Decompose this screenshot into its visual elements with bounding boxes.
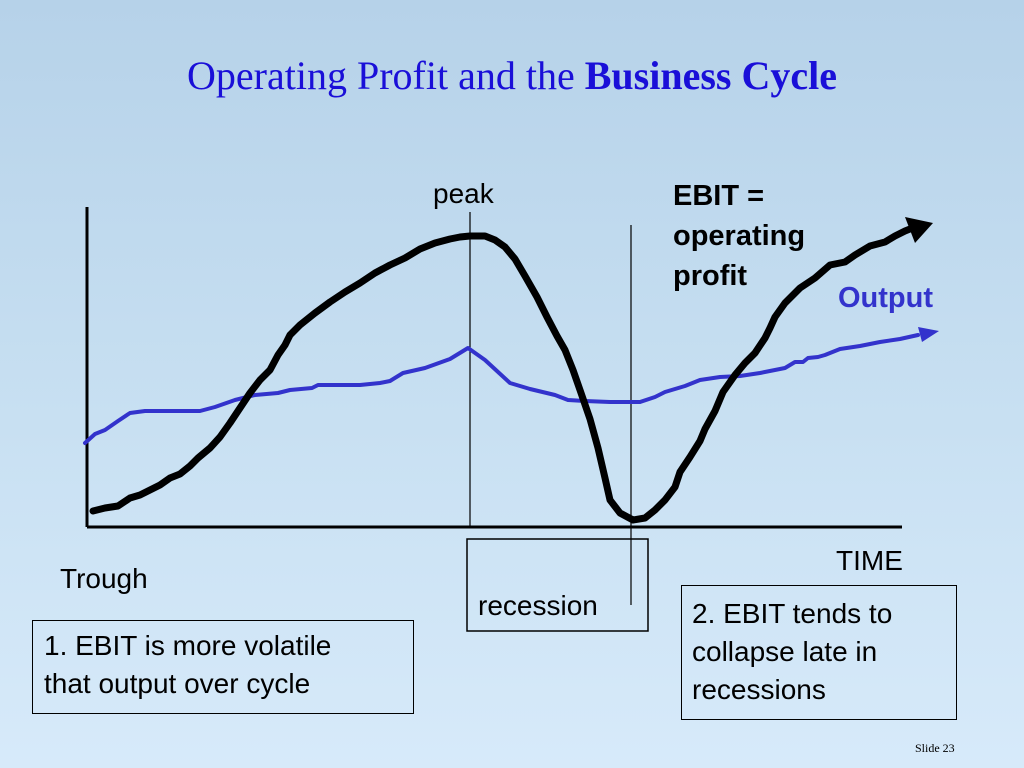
title-regular: Operating Profit and the: [187, 53, 585, 98]
slide-title: Operating Profit and the Business Cycle: [0, 52, 1024, 99]
ebit-curve: [89, 225, 914, 524]
note2-line3: recessions: [692, 674, 826, 705]
ebit-arrowhead: [905, 217, 933, 243]
note-box-1: 1. EBIT is more volatile that output ove…: [32, 620, 414, 714]
ebit-label-line3: profit: [673, 260, 748, 292]
time-axis-label: TIME: [836, 545, 903, 576]
note2-line2: collapse late in: [692, 636, 878, 667]
note1-line1: 1. EBIT is more volatile: [44, 630, 332, 661]
ebit-label-line2: operating: [673, 220, 806, 252]
note2-line1: 2. EBIT tends to: [692, 598, 893, 629]
trough-label: Trough: [60, 563, 148, 594]
note1-line2: that output over cycle: [44, 668, 311, 699]
ebit-label-line1: EBIT =: [673, 180, 765, 212]
slide-number: Slide 23: [915, 741, 955, 755]
note-box-2: 2. EBIT tends to collapse late in recess…: [681, 585, 957, 720]
recession-box: [466, 538, 649, 632]
recession-label: recession: [478, 590, 598, 621]
ebit-label: EBIT = operating profit: [673, 176, 805, 296]
peak-label: peak: [433, 178, 494, 209]
output-curve: [83, 333, 920, 445]
output-arrowhead: [918, 327, 939, 342]
title-bold: Business Cycle: [584, 53, 837, 98]
output-label: Output: [838, 282, 934, 314]
